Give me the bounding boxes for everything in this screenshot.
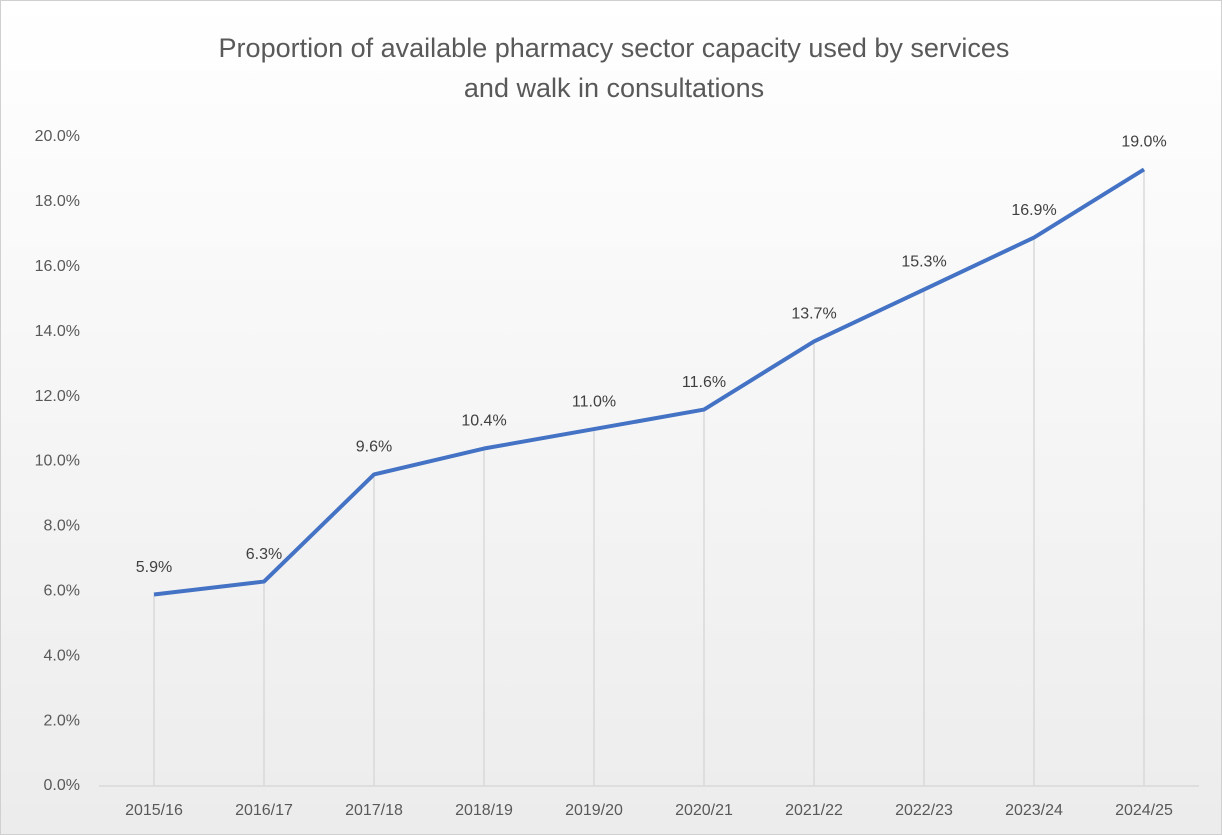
x-tick-label: 2017/18 — [345, 802, 403, 819]
y-tick-label: 10.0% — [35, 453, 80, 470]
y-tick-label: 16.0% — [35, 258, 80, 275]
y-tick-label: 0.0% — [44, 777, 80, 794]
chart-title: Proportion of available pharmacy sector … — [219, 33, 1010, 63]
x-tick-label: 2019/20 — [565, 802, 623, 819]
chart-title: and walk in consultations — [464, 73, 764, 103]
y-tick-label: 4.0% — [44, 647, 80, 664]
data-label: 13.7% — [791, 306, 836, 323]
data-label: 5.9% — [136, 559, 172, 576]
data-label: 16.9% — [1011, 202, 1056, 219]
x-tick-label: 2016/17 — [235, 802, 293, 819]
x-tick-label: 2018/19 — [455, 802, 513, 819]
data-label: 11.6% — [682, 374, 726, 391]
x-tick-label: 2024/25 — [1115, 802, 1173, 819]
data-label: 10.4% — [461, 413, 506, 430]
y-tick-label: 20.0% — [35, 128, 80, 145]
x-tick-label: 2020/21 — [675, 802, 733, 819]
data-label: 9.6% — [356, 439, 392, 456]
x-tick-label: 2022/23 — [895, 802, 953, 819]
y-tick-label: 2.0% — [44, 712, 80, 729]
x-tick-label: 2015/16 — [125, 802, 183, 819]
y-tick-label: 18.0% — [35, 193, 80, 210]
y-tick-label: 12.0% — [35, 388, 80, 405]
data-label: 11.0% — [572, 393, 616, 410]
data-label: 19.0% — [1121, 134, 1166, 151]
x-tick-label: 2023/24 — [1005, 802, 1063, 819]
y-tick-label: 14.0% — [35, 323, 80, 340]
data-line — [153, 167, 1146, 597]
data-label: 15.3% — [901, 254, 946, 271]
y-tick-label: 8.0% — [44, 518, 80, 535]
x-tick-label: 2021/22 — [785, 802, 843, 819]
y-tick-label: 6.0% — [44, 583, 80, 600]
data-label: 6.3% — [246, 546, 282, 563]
